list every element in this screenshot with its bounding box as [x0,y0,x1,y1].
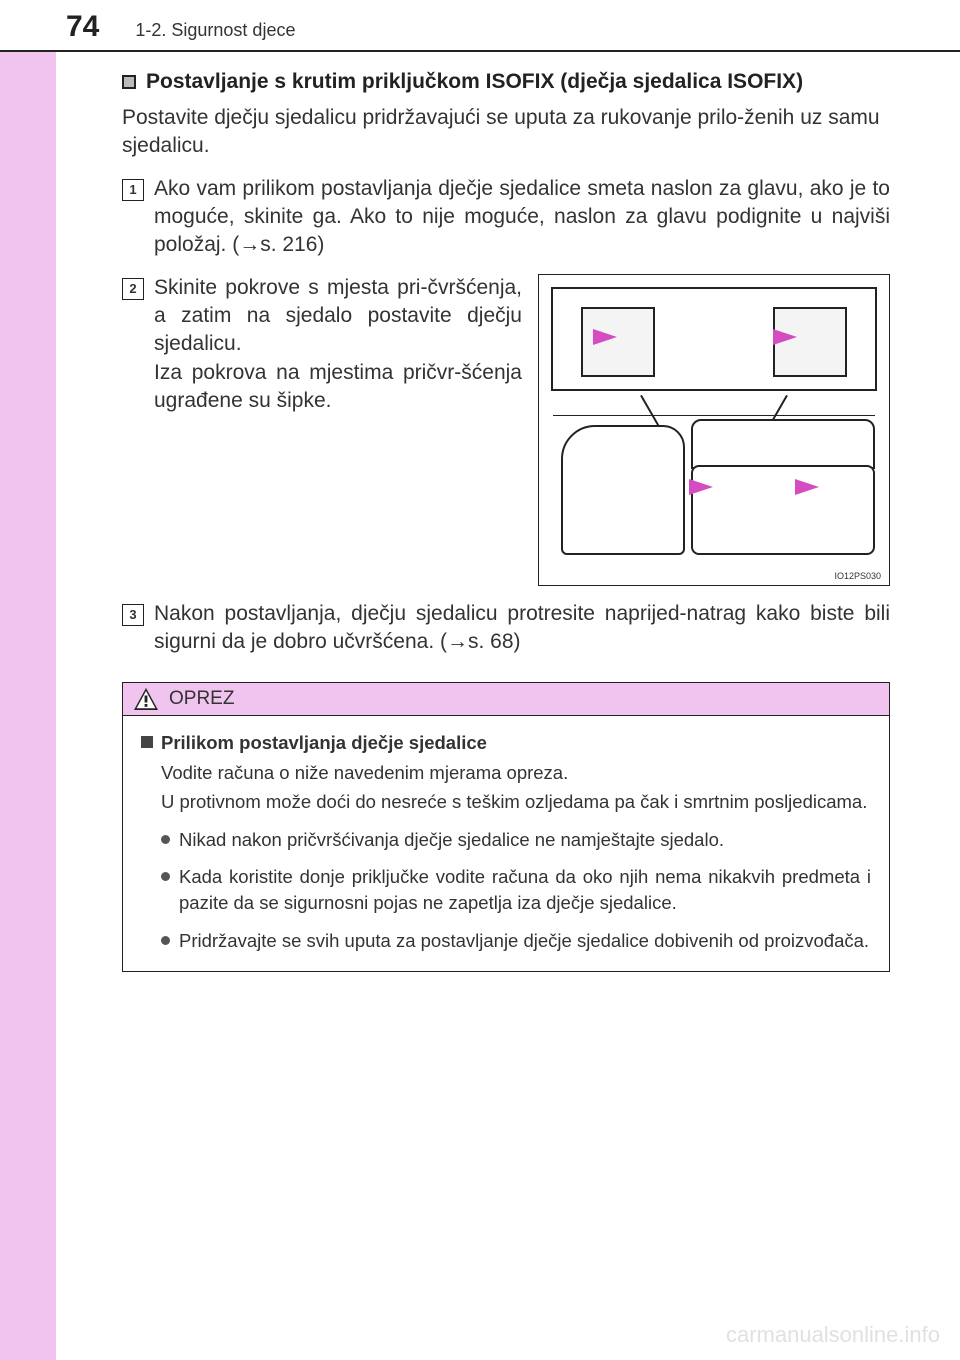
step-1: 1 Ako vam prilikom postavljanja dječje s… [122,175,890,260]
page-number: 74 [66,10,99,44]
caution-title: OPREZ [169,688,234,710]
isofix-illustration: IO12PS030 [538,274,890,586]
square-bullet-icon [141,736,153,748]
arrow-icon [593,329,617,345]
disc-bullet-icon [161,872,170,881]
caution-subheading-row: Prilikom postavljanja dječje sjedalice [141,730,871,756]
step-number-icon: 3 [122,604,144,626]
step-2-text-a: Skinite pokrove s mjesta pri-čvršćenja, … [154,274,522,359]
arrow-icon [689,479,713,495]
arrow-icon [795,479,819,495]
caution-bullet: Kada koristite donje priključke vodite r… [161,864,871,915]
step-number-icon: 2 [122,278,144,300]
step-2-row: Skinite pokrove s mjesta pri-čvršćenja, … [154,274,890,586]
intro-paragraph: Postavite dječju sjedalicu pridržavajući… [122,104,890,161]
heading-title: Postavljanje s krutim priključkom ISOFIX… [146,70,803,94]
seat-area [553,415,875,555]
caution-body: Prilikom postavljanja dječje sjedalice V… [123,716,889,971]
caution-header: OPREZ [123,683,889,716]
caution-bullet-text: Pridržavajte se svih uputa za postavljan… [179,928,871,954]
watermark-text: carmanualsonline.info [726,1322,940,1348]
step-2-text-b: Iza pokrova na mjestima pričvr-šćenja ug… [154,359,522,416]
heading-row: Postavljanje s krutim priključkom ISOFIX… [122,70,890,94]
caution-bullet: Nikad nakon pričvršćivanja dječje sjedal… [161,827,871,853]
main-content: Postavljanje s krutim priključkom ISOFIX… [0,52,960,656]
caution-block: OPREZ Prilikom postavljanja dječje sjeda… [122,682,890,972]
caution-paragraph-2: U protivnom može doći do nesreće s teški… [161,789,871,815]
step-1-text: Ako vam prilikom postavljanja dječje sje… [154,175,890,260]
step-2-text-col: Skinite pokrove s mjesta pri-čvršćenja, … [154,274,522,586]
caution-subheading: Prilikom postavljanja dječje sjedalice [161,730,487,756]
caution-bullet-text: Kada koristite donje priključke vodite r… [179,864,871,915]
step-2: 2 Skinite pokrove s mjesta pri-čvršćenja… [122,274,890,586]
page-header: 74 1-2. Sigurnost djece [0,0,960,52]
caution-bullet: Pridržavajte se svih uputa za postavljan… [161,928,871,954]
caution-bullet-text: Nikad nakon pričvršćivanja dječje sjedal… [179,827,871,853]
step-3-text: Nakon postavljanja, dječju sjedalicu pro… [154,600,890,657]
arrow-icon [773,329,797,345]
section-label: 1-2. Sigurnost djece [135,20,295,41]
disc-bullet-icon [161,936,170,945]
step-number-icon: 1 [122,179,144,201]
step-3: 3 Nakon postavljanja, dječju sjedalicu p… [122,600,890,657]
seat-bench [691,465,875,555]
heading-bullet-icon [122,75,136,89]
illustration-code: IO12PS030 [834,571,881,581]
caution-paragraph-1: Vodite računa o niže navedenim mjerama o… [161,760,871,786]
disc-bullet-icon [161,835,170,844]
seat-backrest [691,419,875,469]
warning-icon [133,687,159,711]
child-seat-shape [561,425,685,555]
